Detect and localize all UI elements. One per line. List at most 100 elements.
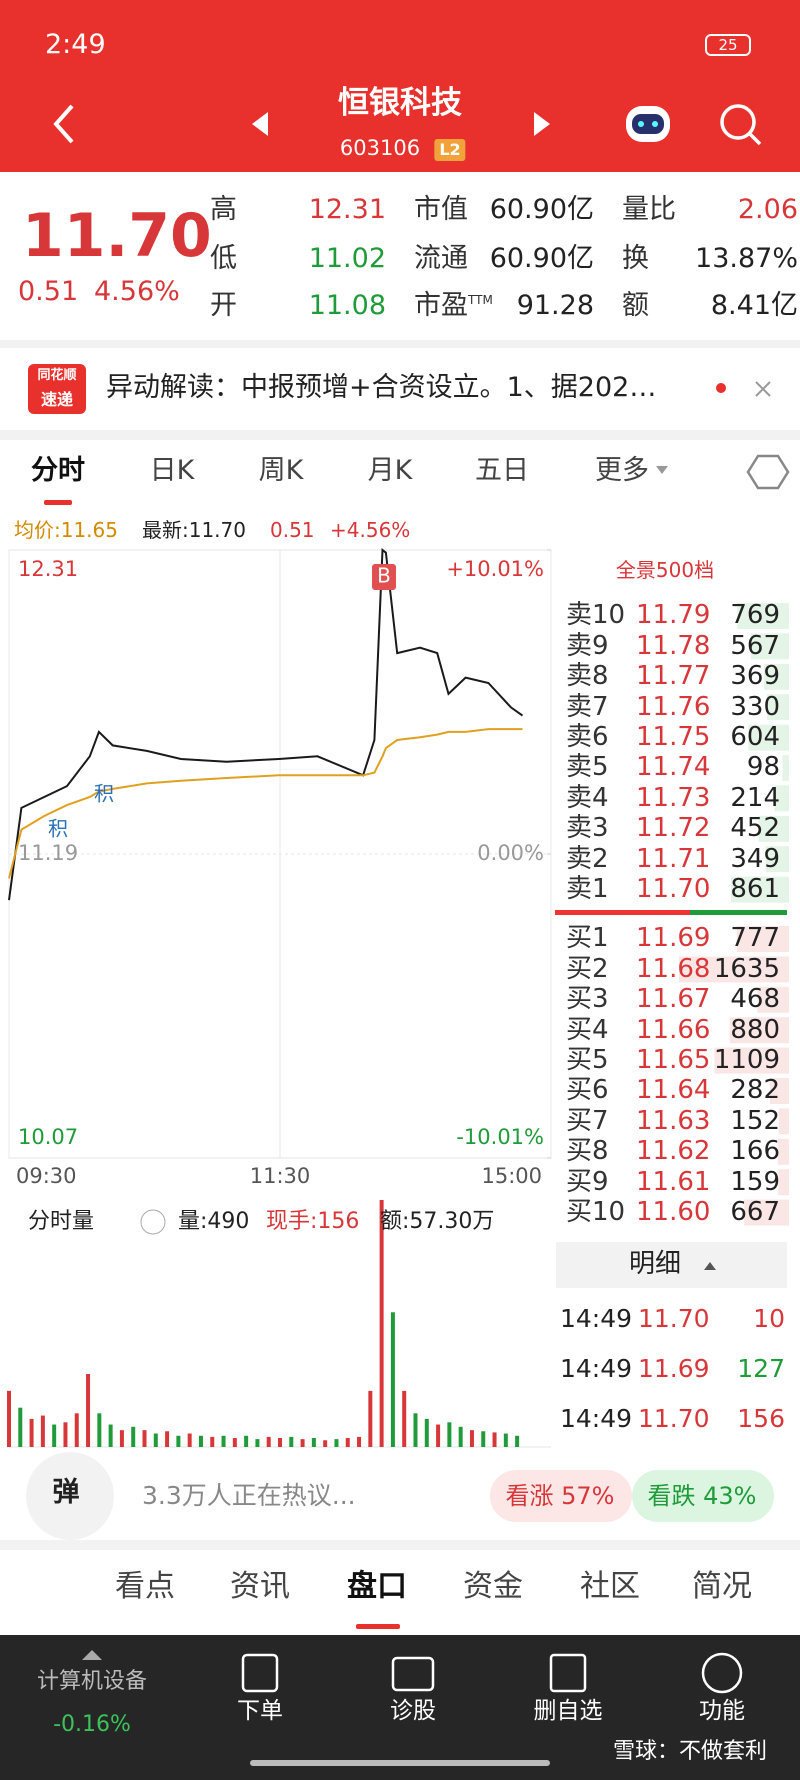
volume-bar <box>750 633 789 660</box>
separator <box>0 1540 800 1550</box>
stat-label: 市盈TTM <box>414 289 493 321</box>
section-tab[interactable]: 社区 <box>580 1569 640 1604</box>
book-level: 卖5 <box>566 752 609 783</box>
book-level: 卖1 <box>566 874 609 904</box>
vote-up[interactable]: 看涨 57% <box>505 1481 615 1510</box>
volume-bar <box>390 1312 395 1447</box>
section-tab[interactable]: 资讯 <box>230 1569 290 1604</box>
stat-label: 额 <box>622 289 649 321</box>
book-price: 11.78 <box>636 630 711 661</box>
vote-down[interactable]: 看跌 43% <box>647 1481 757 1510</box>
back-button[interactable] <box>53 104 74 144</box>
chart-tab[interactable]: 分时 <box>31 454 85 486</box>
volume-bar <box>29 1418 34 1447</box>
book-volume: 282 <box>730 1075 780 1106</box>
book-volume: 369 <box>730 661 780 692</box>
book-level: 买9 <box>566 1166 609 1197</box>
section-tab[interactable]: 盘口 <box>347 1569 407 1604</box>
volume-bar <box>311 1438 316 1447</box>
stat-value: 91.28 <box>516 289 594 321</box>
next-stock[interactable] <box>534 112 550 136</box>
book-level: 卖7 <box>566 691 609 722</box>
volume-bar <box>766 694 789 721</box>
book-price: 11.73 <box>636 782 711 813</box>
trade-price: 11.70 <box>638 1404 710 1433</box>
up-pill[interactable] <box>490 1470 632 1522</box>
book-level: 买1 <box>566 923 609 954</box>
function-icon[interactable] <box>701 1652 743 1694</box>
sector-name[interactable]: 计算机设备 <box>36 1668 148 1694</box>
trades-title[interactable]: 明细 <box>628 1249 682 1280</box>
book-price: 11.64 <box>636 1075 711 1106</box>
stat-sup: TTM <box>468 292 493 307</box>
avg-line <box>8 728 523 879</box>
down-pill[interactable] <box>632 1470 774 1522</box>
volume-bar <box>165 1431 170 1447</box>
volume-bar <box>379 1200 384 1447</box>
book-volume: 98 <box>746 752 780 783</box>
settings-icon[interactable] <box>746 454 790 490</box>
footer-button[interactable]: 下单 <box>237 1698 283 1725</box>
book-volume: 152 <box>730 1105 780 1136</box>
prev-stock[interactable] <box>252 112 268 136</box>
book-level: 买4 <box>566 1014 609 1045</box>
discussion-text[interactable]: 3.3万人正在热议... <box>142 1481 356 1510</box>
book-level: 卖4 <box>566 782 609 813</box>
book-level: 买5 <box>566 1045 609 1075</box>
order-book-title[interactable]: 全景500档 <box>615 558 715 582</box>
current-hand: 现手:156 <box>266 1208 360 1234</box>
volume-label[interactable]: 分时量 <box>28 1208 95 1234</box>
volume-bar <box>278 1438 282 1447</box>
volume-bar <box>737 603 789 629</box>
book-level: 卖6 <box>566 722 609 752</box>
battery-level: 25 <box>718 36 738 54</box>
volume-money: 额:57.30万 <box>380 1208 495 1234</box>
chart-tab[interactable]: 日K <box>149 454 195 486</box>
news-text[interactable]: 异动解读：中报预增+合资设立。1、据202… <box>106 371 657 403</box>
section-tab[interactable]: 简况 <box>692 1569 752 1604</box>
bullet-button[interactable] <box>26 1452 114 1540</box>
order-icon[interactable] <box>241 1653 279 1693</box>
book-level: 卖8 <box>566 661 609 692</box>
volume-bar <box>778 1108 789 1135</box>
last-price: 11.70 <box>22 201 212 271</box>
chart-tab[interactable]: 月K <box>367 454 413 486</box>
chart-tab[interactable]: 五日 <box>475 454 529 486</box>
diagnose-icon[interactable] <box>391 1656 435 1692</box>
robot-icon[interactable] <box>626 106 670 142</box>
remove-icon[interactable] <box>549 1653 587 1693</box>
x-tick-label: 15:00 <box>481 1164 542 1189</box>
footer-button[interactable]: 诊股 <box>390 1698 436 1725</box>
trades-header <box>556 1242 787 1288</box>
volume-bar <box>782 755 789 781</box>
bullet-button[interactable]: 弹 <box>52 1476 80 1508</box>
book-volume: 861 <box>730 874 780 904</box>
status-time: 2:49 <box>45 28 106 60</box>
book-volume: 1109 <box>713 1045 780 1075</box>
volume-bar <box>757 986 789 1013</box>
stat-value: 60.90亿 <box>489 242 594 274</box>
section-tab[interactable]: 看点 <box>115 1569 175 1604</box>
volume-bar <box>765 846 789 873</box>
volume-bar <box>289 1436 294 1447</box>
chart-tab[interactable]: 更多 <box>595 454 649 486</box>
stat-value: 60.90亿 <box>489 193 594 225</box>
book-price: 11.74 <box>636 752 711 783</box>
annotation: B <box>377 564 391 588</box>
search-icon[interactable] <box>720 104 762 146</box>
book-price: 11.65 <box>636 1045 711 1075</box>
price-line <box>8 547 524 901</box>
tab-underline <box>44 500 72 505</box>
footer-button[interactable]: 功能 <box>699 1698 745 1725</box>
stat-value: 8.41亿 <box>710 289 798 321</box>
chart-tab[interactable]: 周K <box>258 454 304 486</box>
section-tab[interactable]: 资金 <box>463 1569 523 1604</box>
footer-button[interactable]: 删自选 <box>533 1698 603 1725</box>
trade-time: 14:49 <box>560 1304 633 1333</box>
volume-bar <box>731 876 789 903</box>
help-icon <box>140 1209 166 1235</box>
news-close[interactable] <box>755 381 771 397</box>
volume-bar <box>679 956 789 983</box>
